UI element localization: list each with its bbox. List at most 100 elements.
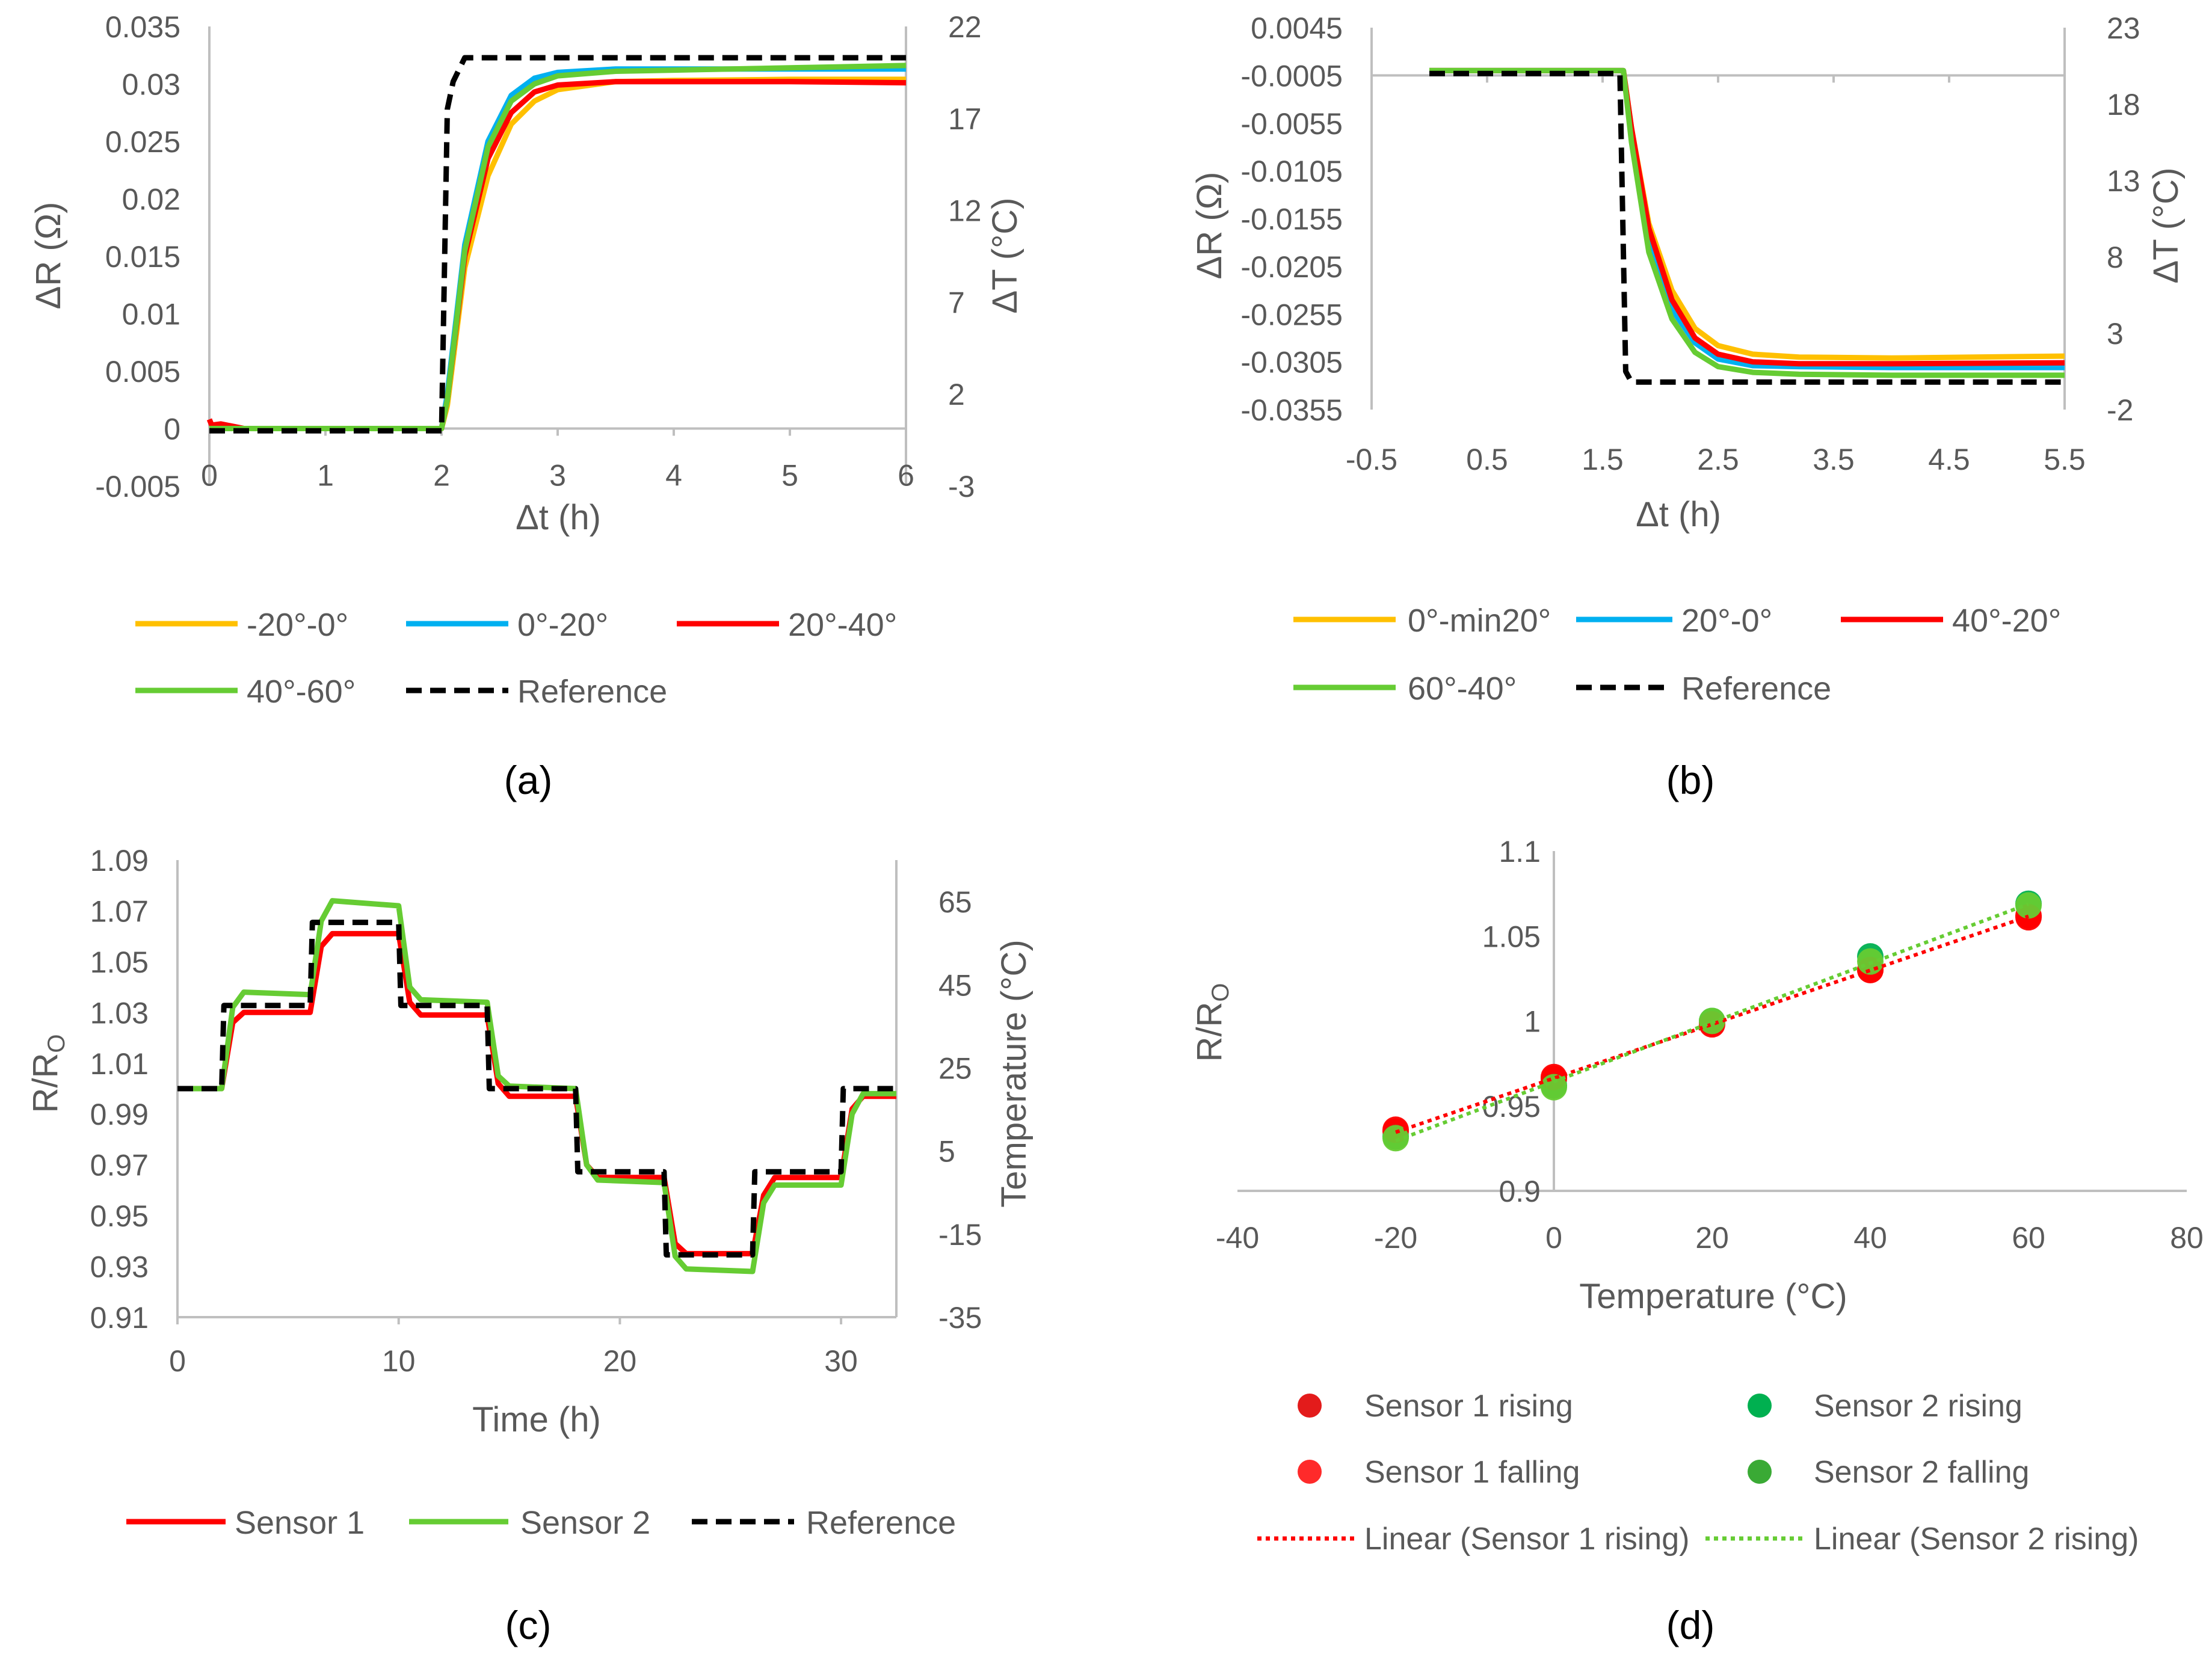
chart-b-legend: 0°-min20° 20°-0° 40°-20° 60°-40° Referen… xyxy=(1293,603,2061,707)
legend-d-entry-4: Linear (Sensor 1 rising) xyxy=(1257,1522,1689,1557)
legend-d-marker-0 xyxy=(1298,1394,1322,1418)
chart-b-series-60-40- xyxy=(1429,67,2065,378)
panel-label-c: (c) xyxy=(505,1603,552,1647)
chart-a-ytick-label: 0.025 xyxy=(105,125,180,159)
chart-b-plot: -0.5 0.5 1.5 2.5 3.5 4.5 5.5 0.0045 -0.0005 -0.00… xyxy=(1240,11,2140,476)
chart-c-y2tick-label: 25 xyxy=(938,1051,972,1085)
chart-d-xtick-label: 40 xyxy=(1853,1221,1887,1255)
panel-label-d: (d) xyxy=(1666,1603,1715,1647)
chart-a-y2label: ΔT (°C) xyxy=(985,198,1024,314)
panel-label-a: (a) xyxy=(504,758,553,802)
chart-c-y2tick-label: 45 xyxy=(938,968,972,1002)
chart-a-legend: -20°-0° 0°-20° 20°-40° 40°-60° Reference xyxy=(135,607,897,710)
chart-a: 0 1 2 3 4 5 6-0.00500.0050.010.0150.020.0250.0… xyxy=(29,10,1024,802)
legend-a-label-2: 20°-40° xyxy=(788,607,897,643)
chart-b-ytick-label: 0.0045 xyxy=(1251,11,1343,45)
legend-b-entry-3: 60°-40° xyxy=(1293,671,1517,707)
legend-b-entry-0: 0°-min20° xyxy=(1293,603,1551,639)
chart-c-ytick-label: 1.09 xyxy=(90,844,149,878)
legend-a-entry-4: Reference xyxy=(406,674,667,710)
legend-d-label-2: Sensor 1 falling xyxy=(1364,1455,1580,1490)
chart-b-xtick-label: 2.5 xyxy=(1697,443,1739,476)
chart-c-xtick-label: 30 xyxy=(824,1344,858,1378)
legend-a-entry-2: 20°-40° xyxy=(677,607,897,643)
chart-b-ytick-label: -0.0005 xyxy=(1240,59,1343,93)
chart-a-series-20-40- xyxy=(206,79,907,431)
chart-d-legend: Sensor 1 rising Sensor 2 rising Sensor 1… xyxy=(1257,1389,2139,1557)
chart-b-series-reference xyxy=(1429,70,2065,385)
chart-a-ytick-label: -0.005 xyxy=(95,470,180,503)
chart-a-y2tick-label: 12 xyxy=(948,194,982,228)
chart-c-ytick-label: 1.05 xyxy=(90,945,149,979)
legend-d-label-3: Sensor 2 falling xyxy=(1814,1455,2029,1490)
chart-c-xtick-label: 10 xyxy=(382,1344,416,1378)
chart-b-y2tick-label: 23 xyxy=(2107,11,2140,45)
chart-c-plot: 0 10 20 30 0.91 0.93 0.95 0.97 0.99 1.01 1.03 1.05 1… xyxy=(90,844,982,1378)
chart-b: -0.5 0.5 1.5 2.5 3.5 4.5 5.5 0.0045 -0.0005 -0.00… xyxy=(1190,11,2186,802)
chart-a-series--20-0- xyxy=(209,76,906,431)
legend-a-label-0: -20°-0° xyxy=(247,607,348,643)
chart-d-ytick-label: 1 xyxy=(1524,1005,1541,1039)
legend-d-entry-2: Sensor 1 falling xyxy=(1298,1455,1580,1490)
legend-a-entry-1: 0°-20° xyxy=(406,607,608,643)
chart-a-xtick-label: 6 xyxy=(898,459,914,493)
chart-a-ytick-label: 0 xyxy=(164,413,180,446)
chart-c-ytick-label: 0.99 xyxy=(90,1098,149,1131)
chart-a-plot: 0 1 2 3 4 5 6-0.00500.0050.010.0150.020.0250.0… xyxy=(95,10,981,503)
chart-b-ytick-label: -0.0155 xyxy=(1240,203,1343,236)
chart-c-y2tick-label: 65 xyxy=(938,885,972,919)
legend-d-label-0: Sensor 1 rising xyxy=(1364,1389,1573,1424)
chart-c-y2tick-label: 5 xyxy=(938,1135,955,1169)
legend-a-entry-3: 40°-60° xyxy=(135,674,356,710)
chart-d-xtick-label: -40 xyxy=(1216,1221,1259,1255)
chart-c-ytick-label: 0.93 xyxy=(90,1250,149,1284)
chart-d-ytick-label: 1.05 xyxy=(1482,920,1541,953)
chart-d-series-linear-sensor-2-rising- xyxy=(1394,902,2030,1143)
legend-a-label-4: Reference xyxy=(517,674,667,710)
legend-d-marker-2 xyxy=(1298,1460,1322,1484)
chart-d-xtick-label: -20 xyxy=(1374,1221,1417,1255)
legend-b-label-1: 20°-0° xyxy=(1681,603,1772,639)
chart-a-y2tick-label: 22 xyxy=(948,10,982,44)
chart-c-ytick-label: 1.01 xyxy=(90,1047,149,1081)
chart-c-series-reference xyxy=(177,920,896,1258)
chart-b-y2label: ΔT (°C) xyxy=(2146,168,2186,284)
chart-a-xtick-label: 2 xyxy=(433,459,450,493)
legend-d-label-5: Linear (Sensor 2 rising) xyxy=(1814,1522,2139,1557)
chart-a-xtick-label: 4 xyxy=(665,459,682,493)
chart-b-xtick-label: 5.5 xyxy=(2044,443,2086,476)
chart-c-ytick-label: 1.07 xyxy=(90,894,149,928)
chart-c-legend: Sensor 1 Sensor 2 Reference xyxy=(126,1505,956,1541)
chart-b-y2tick-label: 3 xyxy=(2107,317,2124,351)
legend-c-label-1: Sensor 2 xyxy=(520,1505,650,1541)
chart-a-y2tick-label: 2 xyxy=(948,378,965,411)
legend-b-label-3: 60°-40° xyxy=(1408,671,1517,707)
chart-d-ylabel: R/RO xyxy=(1190,983,1234,1062)
legend-b-label-4: Reference xyxy=(1681,671,1831,707)
legend-d-label-4: Linear (Sensor 1 rising) xyxy=(1364,1522,1689,1557)
chart-a-y2tick-label: 7 xyxy=(948,286,965,319)
chart-b-series-40-20- xyxy=(1429,67,2065,367)
chart-a-ytick-label: 0.02 xyxy=(122,183,180,217)
chart-b-series-20-0- xyxy=(1429,67,2065,370)
chart-d-xtick-label: 20 xyxy=(1695,1221,1729,1255)
chart-a-xtick-label: 3 xyxy=(549,459,566,493)
chart-c-ytick-label: 1.03 xyxy=(90,996,149,1030)
legend-b-entry-1: 20°-0° xyxy=(1576,603,1772,639)
chart-c-ylabel: R/RO xyxy=(26,1034,70,1113)
chart-c-xtick-label: 0 xyxy=(169,1344,186,1378)
panel-label-b: (b) xyxy=(1666,758,1715,802)
chart-d-ytick-label: 0.9 xyxy=(1499,1175,1541,1208)
chart-c-ytick-label: 0.95 xyxy=(90,1199,149,1233)
legend-b-entry-4: Reference xyxy=(1576,671,1831,707)
chart-a-y2tick-label: -3 xyxy=(948,470,975,503)
chart-d-point-sensor-2-falling xyxy=(1382,1125,1409,1152)
chart-a-ytick-label: 0.035 xyxy=(105,10,180,44)
legend-d-marker-1 xyxy=(1748,1394,1772,1418)
chart-b-y2tick-label: -2 xyxy=(2107,393,2133,427)
legend-b-label-2: 40°-20° xyxy=(1952,603,2061,639)
legend-d-label-1: Sensor 2 rising xyxy=(1814,1389,2023,1424)
chart-b-xlabel: Δt (h) xyxy=(1636,495,1721,534)
